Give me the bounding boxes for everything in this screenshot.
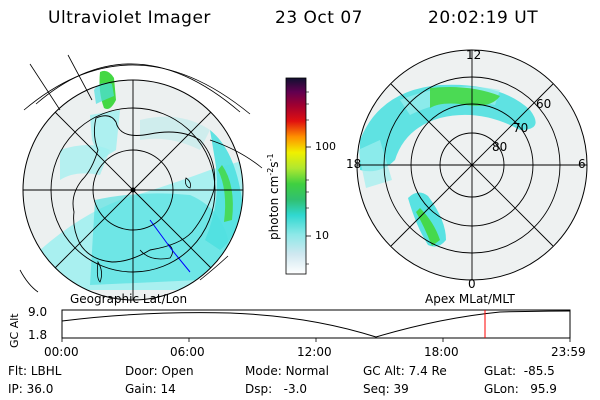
glat-value: -85.5 — [523, 364, 555, 378]
dsp-value: -3.0 — [283, 382, 308, 396]
magnetic-map — [356, 49, 588, 281]
altitude-plot — [61, 309, 571, 342]
mlt-label-6: 6 — [578, 157, 586, 171]
ip-value: 36.0 — [26, 382, 54, 396]
unit-base: photon cm — [267, 175, 281, 240]
door-value: Open — [161, 364, 194, 378]
filter-info: Flt: LBHL — [8, 364, 61, 378]
colorbar — [285, 77, 311, 275]
antarctica-coastline — [72, 115, 216, 263]
door-label: Door: — [125, 364, 158, 378]
gcalt-value: 7.4 Re — [408, 364, 447, 378]
mlat-label-80: 80 — [492, 140, 508, 154]
mlt-label-12: 12 — [466, 48, 482, 62]
seq-value: 39 — [393, 382, 409, 396]
ip-label: IP: — [8, 382, 23, 396]
mode-info: Mode: Normal — [245, 364, 329, 378]
glon-label: GLon: — [484, 382, 519, 396]
altitude-ytick-9: 9.0 — [28, 305, 48, 319]
glon-value: 95.9 — [530, 382, 557, 396]
filter-value: LBHL — [30, 364, 62, 378]
left-panel-caption: Geographic Lat/Lon — [70, 292, 188, 306]
gcalt-info: GC Alt: 7.4 Re — [363, 364, 447, 378]
unit-exp-cm: -2 — [266, 167, 275, 176]
colorbar-tick-10: 10 — [315, 229, 329, 242]
glat-info: GLat: -85.5 — [484, 364, 555, 378]
door-info: Door: Open — [125, 364, 194, 378]
altitude-xtick-0600: 06:00 — [170, 345, 205, 359]
glat-label: GLat: — [484, 364, 517, 378]
time-label: 20:02:19 UT — [428, 8, 539, 28]
coast-highlight — [149, 219, 191, 273]
colorbar-tick-100: 100 — [315, 140, 336, 153]
seq-info: Seq: 39 — [363, 382, 409, 396]
orbit-altitude-curve — [61, 310, 571, 338]
altitude-ytick-1-8: 1.8 — [28, 328, 48, 342]
sub-satellite-point — [130, 187, 136, 193]
mode-label: Mode: — [245, 364, 282, 378]
date-label: 23 Oct 07 — [275, 8, 363, 28]
gain-value: 14 — [160, 382, 176, 396]
gain-info: Gain: 14 — [125, 382, 176, 396]
dsp-label: Dsp: — [245, 382, 273, 396]
mlat-label-60: 60 — [536, 97, 552, 111]
altitude-xtick-1800: 18:00 — [424, 345, 459, 359]
mlt-label-18: 18 — [346, 157, 362, 171]
unit-s: s — [267, 161, 281, 168]
altitude-ylabel: GC Alt — [8, 313, 21, 348]
seq-label: Seq: — [363, 382, 390, 396]
right-panel-caption: Apex MLat/MLT — [425, 292, 515, 306]
geographic-map — [19, 54, 263, 301]
colorbar-unit-label: photon cm-2s-1 — [266, 153, 281, 240]
gain-label: Gain: — [125, 382, 157, 396]
gcalt-label: GC Alt: — [363, 364, 405, 378]
altitude-xtick-2359: 23:59 — [551, 345, 586, 359]
glon-info: GLon: 95.9 — [484, 382, 557, 396]
mlat-label-70: 70 — [513, 121, 529, 135]
filter-label: Flt: — [8, 364, 27, 378]
mode-value: Normal — [285, 364, 329, 378]
instrument-title: Ultraviolet Imager — [48, 8, 211, 28]
mlt-label-0: 0 — [468, 277, 476, 291]
dsp-info: Dsp: -3.0 — [245, 382, 307, 396]
ip-info: IP: 36.0 — [8, 382, 53, 396]
altitude-xtick-0000: 00:00 — [44, 345, 79, 359]
unit-exp-s: -1 — [266, 153, 275, 162]
altitude-xtick-1200: 12:00 — [297, 345, 332, 359]
